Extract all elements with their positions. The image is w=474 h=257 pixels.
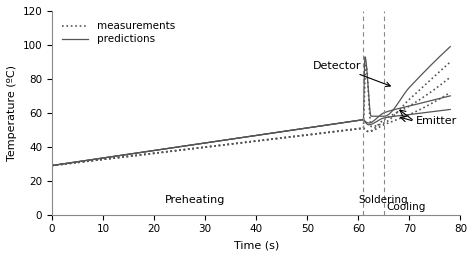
Legend: measurements, predictions: measurements, predictions [57,16,180,50]
Text: Emitter: Emitter [416,116,457,126]
Text: Preheating: Preheating [165,195,225,205]
Y-axis label: Temperature (ºC): Temperature (ºC) [7,65,17,161]
Text: Cooling: Cooling [386,202,426,212]
Text: Soldering: Soldering [358,195,408,205]
X-axis label: Time (s): Time (s) [234,240,279,250]
Text: Detector: Detector [312,61,391,86]
